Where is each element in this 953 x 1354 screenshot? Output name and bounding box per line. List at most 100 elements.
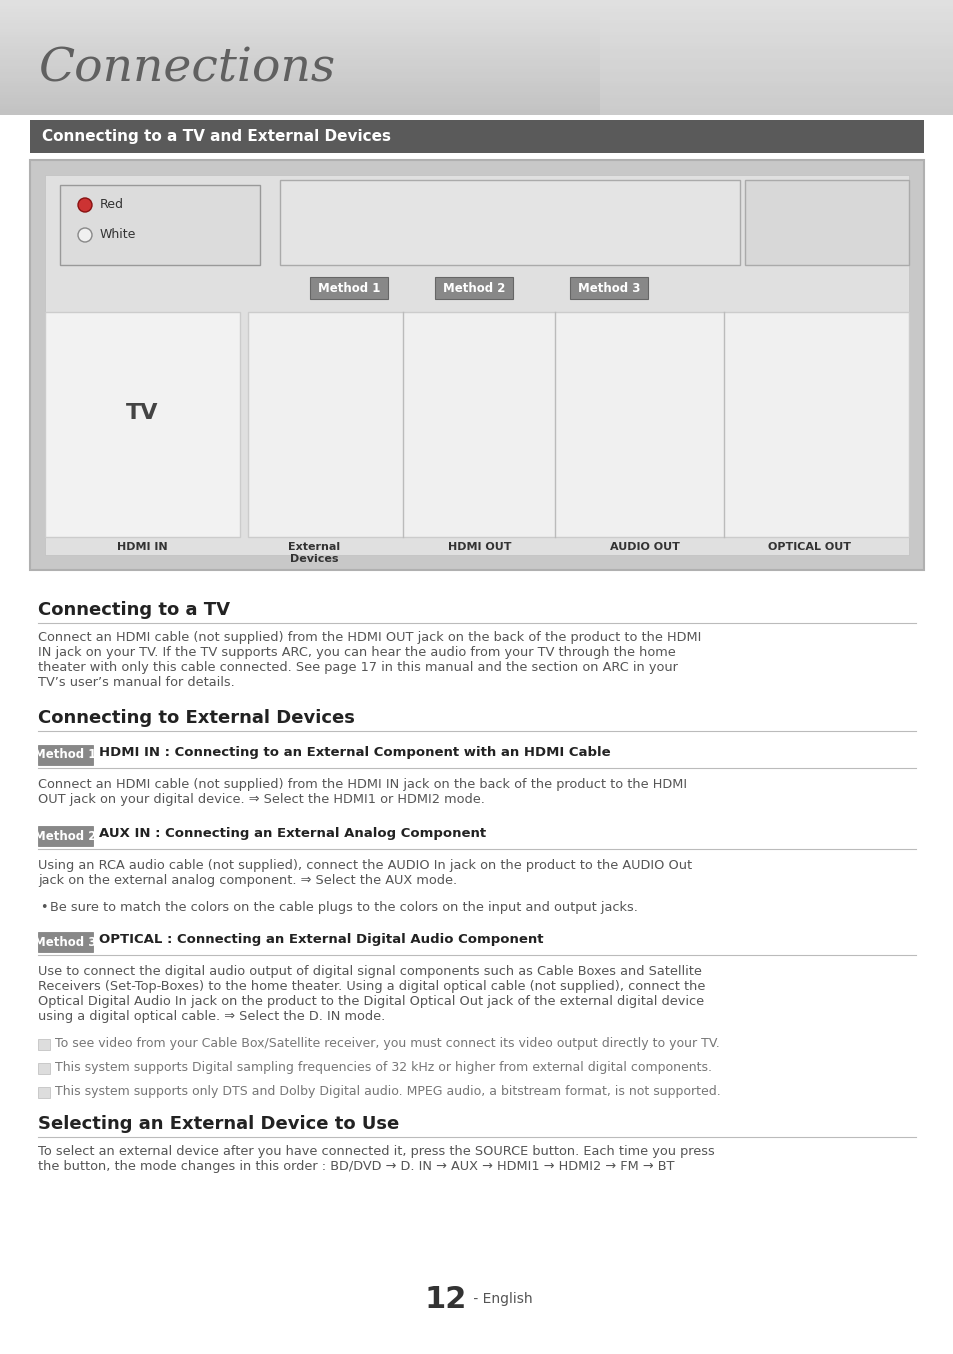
Text: theater with only this cable connected. See page 17 in this manual and the secti: theater with only this cable connected. … — [38, 661, 678, 674]
Text: Use to connect the digital audio output of digital signal components such as Cab: Use to connect the digital audio output … — [38, 965, 701, 978]
Bar — [0, 107, 953, 110]
Bar — [599, 0, 953, 115]
Bar — [0, 23, 953, 26]
Bar — [0, 46, 953, 49]
Bar — [0, 15, 953, 18]
Text: To select an external device after you have connected it, press the SOURCE butto: To select an external device after you h… — [38, 1145, 714, 1158]
Text: Connections: Connections — [38, 47, 335, 92]
Bar — [0, 43, 953, 46]
Bar — [38, 745, 92, 765]
Bar — [0, 51, 953, 54]
Bar — [0, 34, 953, 38]
Bar — [38, 826, 92, 846]
Text: HDMI IN : Connecting to an External Component with an HDMI Cable: HDMI IN : Connecting to an External Comp… — [99, 746, 610, 760]
Bar — [0, 31, 953, 34]
Bar — [0, 61, 953, 64]
Bar — [38, 932, 92, 952]
Bar — [45, 175, 908, 555]
Text: Method 2: Method 2 — [34, 830, 96, 842]
Bar — [0, 3, 953, 5]
Text: Method 3: Method 3 — [578, 282, 639, 295]
Text: ␣: ␣ — [40, 1039, 46, 1048]
Text: HDMI OUT: HDMI OUT — [447, 542, 511, 552]
Bar — [0, 57, 953, 61]
Text: - English: - English — [469, 1292, 532, 1307]
Bar — [0, 69, 953, 72]
Text: Connect an HDMI cable (not supplied) from the HDMI OUT jack on the back of the p: Connect an HDMI cable (not supplied) fro… — [38, 631, 700, 645]
Bar — [38, 1087, 50, 1098]
Bar — [0, 41, 953, 43]
Bar — [0, 100, 953, 103]
Bar — [0, 97, 953, 100]
Bar — [0, 87, 953, 89]
Bar — [38, 1063, 50, 1074]
Bar — [0, 74, 953, 77]
Text: This system supports Digital sampling frequencies of 32 kHz or higher from exter: This system supports Digital sampling fr… — [55, 1062, 711, 1074]
Bar — [248, 311, 908, 538]
Bar — [0, 112, 953, 115]
Text: OUT jack on your digital device. ⇒ Select the HDMI1 or HDMI2 mode.: OUT jack on your digital device. ⇒ Selec… — [38, 793, 484, 806]
Bar — [0, 18, 953, 20]
Bar — [0, 64, 953, 66]
Text: External
Devices: External Devices — [288, 542, 340, 563]
Text: using a digital optical cable. ⇒ Select the D. IN mode.: using a digital optical cable. ⇒ Select … — [38, 1010, 385, 1024]
Text: Method 2: Method 2 — [442, 282, 505, 295]
Text: To see video from your Cable Box/Satellite receiver, you must connect its video : To see video from your Cable Box/Satelli… — [55, 1037, 719, 1049]
Bar — [0, 49, 953, 51]
Bar — [0, 84, 953, 87]
Bar — [60, 185, 260, 265]
Text: the button, the mode changes in this order : BD/DVD → D. IN → AUX → HDMI1 → HDMI: the button, the mode changes in this ord… — [38, 1160, 674, 1173]
Bar — [0, 38, 953, 41]
Text: Red: Red — [100, 199, 124, 211]
Bar — [0, 5, 953, 8]
Bar — [0, 110, 953, 112]
Bar — [0, 20, 953, 23]
Text: ␣: ␣ — [40, 1062, 46, 1072]
Bar — [0, 89, 953, 92]
Bar — [38, 1039, 50, 1049]
Text: HDMI IN: HDMI IN — [117, 542, 168, 552]
Text: TV’s user’s manual for details.: TV’s user’s manual for details. — [38, 676, 234, 689]
Text: Selecting an External Device to Use: Selecting an External Device to Use — [38, 1114, 399, 1133]
Text: Method 1: Method 1 — [34, 749, 96, 761]
Bar — [435, 278, 513, 299]
Text: AUDIO OUT: AUDIO OUT — [609, 542, 679, 552]
Text: Connecting to a TV: Connecting to a TV — [38, 601, 230, 619]
Bar — [0, 95, 953, 97]
Text: Optical Digital Audio In jack on the product to the Digital Optical Out jack of : Optical Digital Audio In jack on the pro… — [38, 995, 703, 1007]
Bar — [280, 180, 740, 265]
Text: TV: TV — [126, 403, 158, 424]
Bar — [744, 180, 908, 265]
Text: White: White — [100, 229, 136, 241]
Text: Connecting to a TV and External Devices: Connecting to a TV and External Devices — [42, 129, 391, 144]
Text: Using an RCA audio cable (not supplied), connect the AUDIO In jack on the produc: Using an RCA audio cable (not supplied),… — [38, 858, 691, 872]
Bar — [0, 77, 953, 80]
Text: Method 3: Method 3 — [34, 936, 96, 949]
Bar — [310, 278, 388, 299]
Text: Connecting to External Devices: Connecting to External Devices — [38, 709, 355, 727]
Text: OPTICAL OUT: OPTICAL OUT — [767, 542, 850, 552]
Circle shape — [78, 227, 91, 242]
Bar — [0, 80, 953, 84]
Text: Be sure to match the colors on the cable plugs to the colors on the input and ou: Be sure to match the colors on the cable… — [50, 900, 638, 914]
Bar — [0, 66, 953, 69]
Text: 12: 12 — [424, 1285, 467, 1313]
Bar — [569, 278, 647, 299]
Text: Method 1: Method 1 — [317, 282, 380, 295]
Bar — [0, 26, 953, 28]
Text: jack on the external analog component. ⇒ Select the AUX mode.: jack on the external analog component. ⇒… — [38, 873, 456, 887]
Text: IN jack on your TV. If the TV supports ARC, you can hear the audio from your TV : IN jack on your TV. If the TV supports A… — [38, 646, 675, 659]
Text: This system supports only DTS and Dolby Digital audio. MPEG audio, a bitstream f: This system supports only DTS and Dolby … — [55, 1085, 720, 1098]
Text: Receivers (Set-Top-Boxes) to the home theater. Using a digital optical cable (no: Receivers (Set-Top-Boxes) to the home th… — [38, 980, 704, 992]
Text: Connect an HDMI cable (not supplied) from the HDMI IN jack on the back of the pr: Connect an HDMI cable (not supplied) fro… — [38, 779, 686, 791]
Text: AUX IN : Connecting an External Analog Component: AUX IN : Connecting an External Analog C… — [99, 827, 486, 839]
Bar — [0, 8, 953, 11]
Bar — [0, 0, 953, 3]
Text: OPTICAL : Connecting an External Digital Audio Component: OPTICAL : Connecting an External Digital… — [99, 933, 543, 946]
Bar — [0, 103, 953, 107]
Bar — [30, 160, 923, 570]
Bar — [0, 72, 953, 74]
Bar — [0, 54, 953, 57]
Text: •: • — [40, 900, 48, 914]
Circle shape — [78, 198, 91, 213]
